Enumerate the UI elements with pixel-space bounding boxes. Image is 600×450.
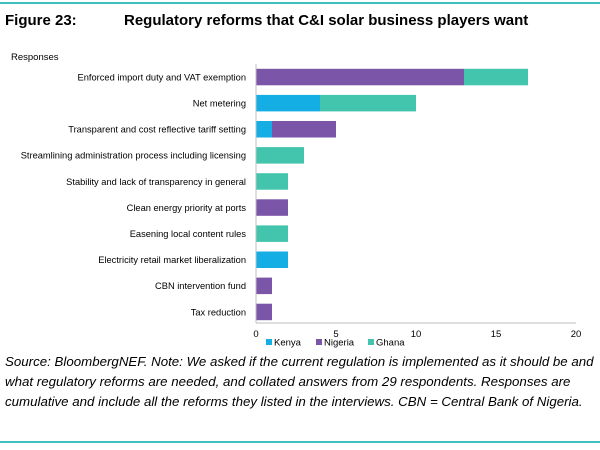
bar-ghana: [256, 225, 288, 242]
x-tick-label: 0: [253, 329, 258, 340]
category-label: Tax reduction: [191, 307, 246, 317]
bar-nigeria: [256, 277, 272, 295]
legend-swatch-kenya: [266, 339, 272, 345]
bar-kenya: [256, 121, 272, 138]
category-label: CBN intervention fund: [155, 281, 246, 291]
x-tick-label: 20: [571, 329, 582, 340]
bar-nigeria: [256, 68, 464, 86]
category-label: Stability and lack of transparency in ge…: [66, 177, 246, 187]
bar-ghana: [256, 173, 288, 190]
category-label: Electricity retail market liberalization: [98, 255, 246, 265]
bar-nigeria: [256, 303, 272, 321]
x-tick-label: 5: [333, 329, 338, 340]
source-note: Source: BloombergNEF. Note: We asked if …: [5, 354, 594, 409]
x-tick-label: 10: [411, 329, 422, 340]
category-label: Easening local content rules: [130, 229, 247, 239]
category-label: Transparent and cost reflective tariff s…: [68, 125, 246, 135]
bar-ghana: [256, 147, 304, 164]
category-label: Net metering: [193, 98, 246, 108]
top-rule: [0, 2, 600, 4]
figure-label: Figure 23:: [5, 12, 77, 29]
bar-ghana: [320, 94, 416, 112]
bottom-rule: [0, 441, 600, 443]
legend-label-ghana: Ghana: [376, 338, 405, 349]
bar-ghana: [464, 68, 528, 86]
legend-swatch-nigeria: [316, 339, 322, 345]
figure-title: Regulatory reforms that C&I solar busine…: [124, 12, 529, 29]
bar-nigeria: [256, 199, 288, 216]
bar-kenya: [256, 94, 320, 112]
x-tick-label: 15: [491, 329, 502, 340]
legend-label-nigeria: Nigeria: [324, 338, 355, 349]
bar-nigeria: [272, 121, 336, 138]
legend-swatch-ghana: [368, 339, 374, 345]
bar-kenya: [256, 251, 288, 268]
category-label: Clean energy priority at ports: [127, 203, 247, 213]
category-label: Streamlining administration process incl…: [21, 151, 246, 161]
legend-label-kenya: Kenya: [274, 338, 302, 349]
y-axis-label: Responses: [11, 52, 59, 63]
category-label: Enforced import duty and VAT exemption: [78, 72, 246, 82]
bar-chart: Responses Enforced import duty and VAT ex…: [11, 52, 582, 349]
